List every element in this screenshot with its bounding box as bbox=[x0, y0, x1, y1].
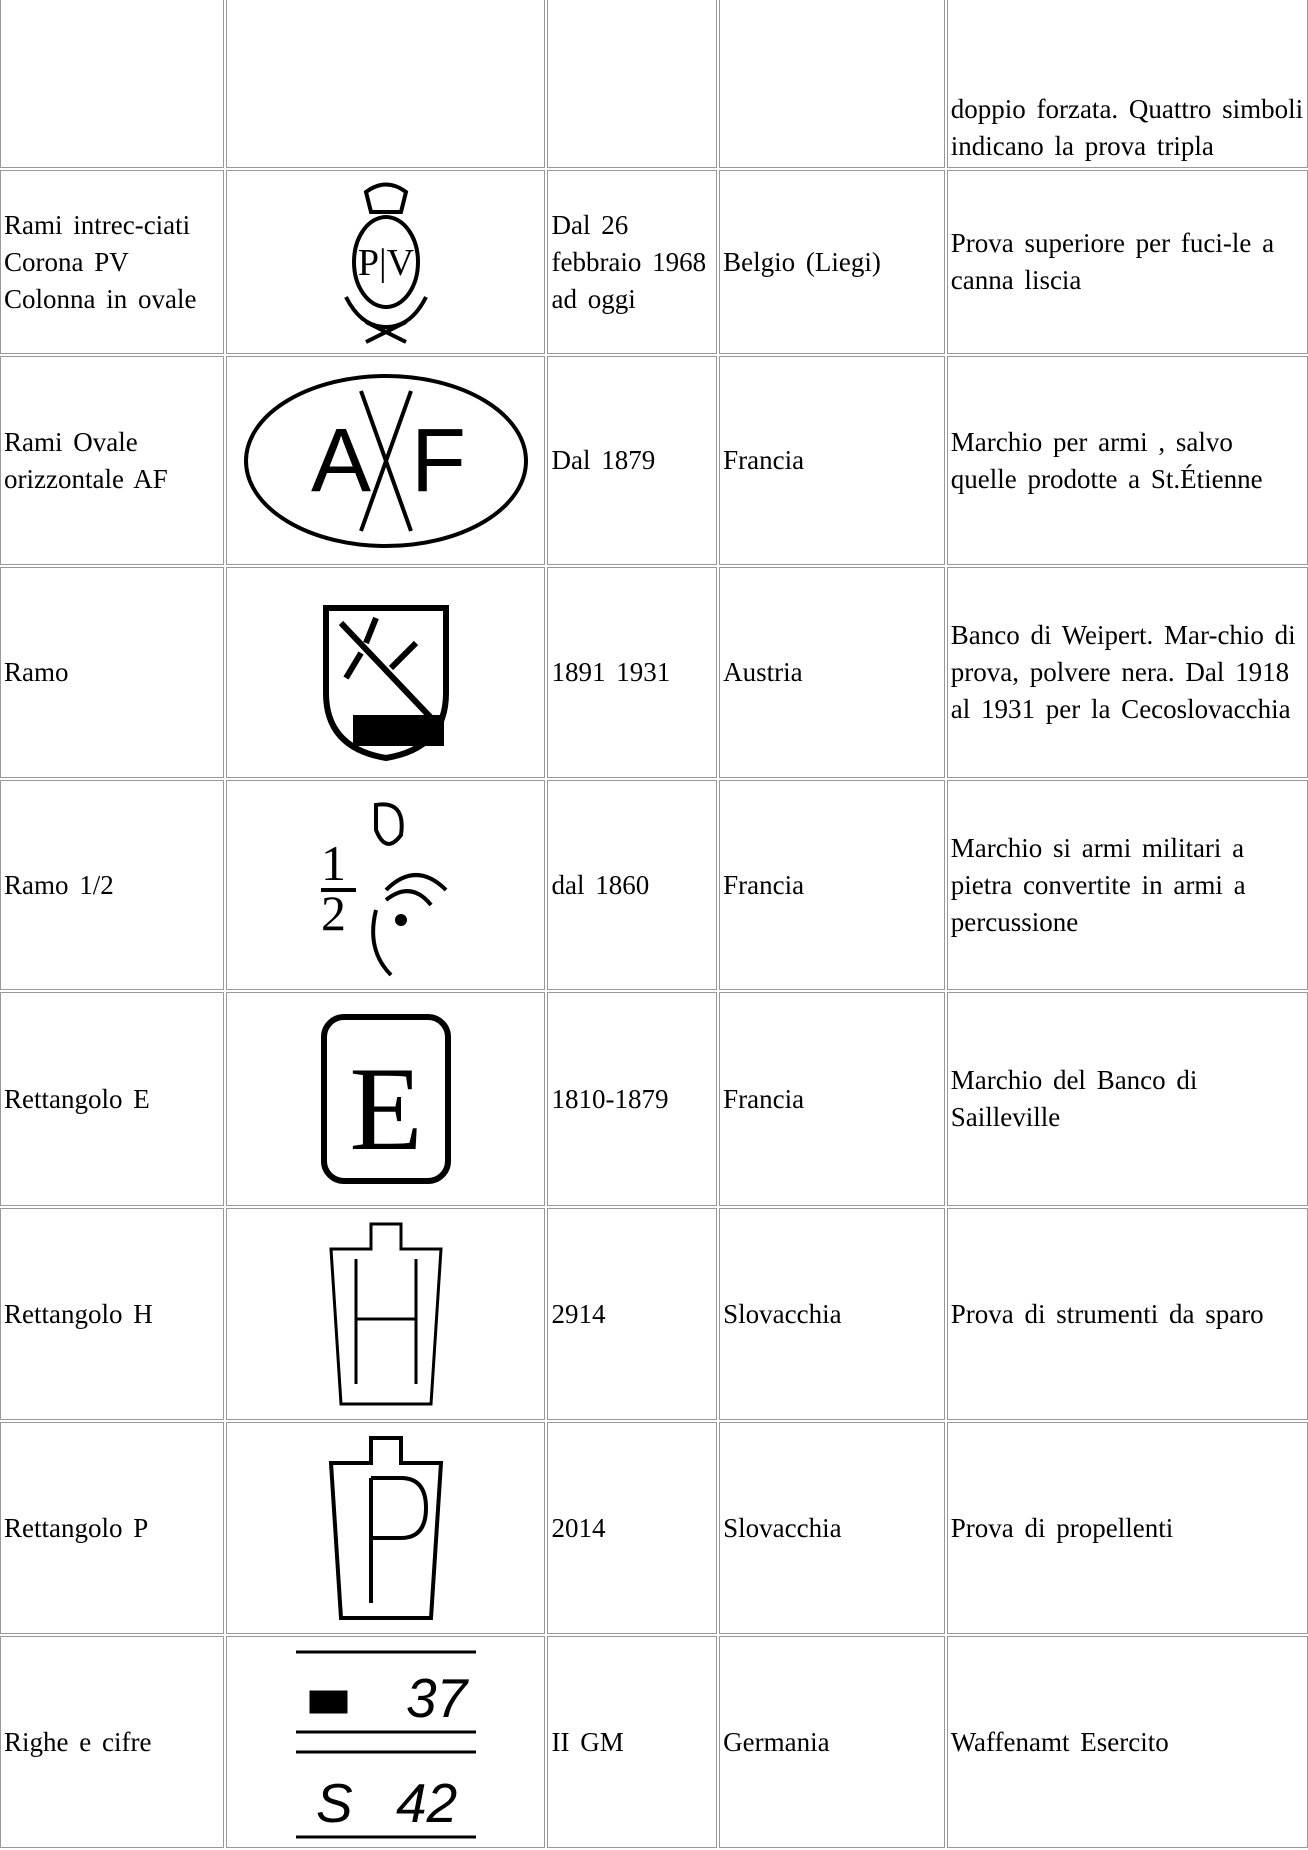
description: Prova superiore per fuci-le a canna lisc… bbox=[946, 170, 1308, 354]
country: Francia bbox=[719, 992, 945, 1206]
icon: E bbox=[320, 1014, 451, 1184]
description: Marchio per armi , salvo quelle prodotte… bbox=[946, 356, 1308, 565]
svg-text:A: A bbox=[311, 411, 371, 511]
mark-image: P|V bbox=[225, 170, 546, 354]
mark-image: E bbox=[225, 992, 546, 1206]
description: Waffenamt Esercito bbox=[946, 1636, 1308, 1848]
mark-image bbox=[225, 1208, 546, 1420]
country: Slovacchia bbox=[719, 1422, 945, 1634]
date: 2914 bbox=[547, 1208, 718, 1420]
description: Banco di Weipert. Mar-chio di prova, pol… bbox=[946, 567, 1308, 778]
name: Rami intrec-ciati Corona PV Colonna in o… bbox=[0, 170, 224, 354]
svg-text:42: 42 bbox=[396, 1772, 457, 1834]
name: Ramo 1/2 bbox=[0, 780, 224, 990]
description: doppio forzata. Quattro simboli indicano… bbox=[946, 0, 1308, 168]
date: dal 1860 bbox=[547, 780, 718, 990]
svg-text:2: 2 bbox=[321, 885, 346, 941]
date: 1891 1931 bbox=[547, 567, 718, 778]
row: Rettangolo H 2914 Slovacchia Prova di st… bbox=[0, 1208, 1308, 1420]
svg-text:E: E bbox=[349, 1042, 422, 1175]
country: Belgio (Liegi) bbox=[719, 170, 945, 354]
cell bbox=[547, 0, 718, 168]
svg-text:S: S bbox=[316, 1772, 353, 1834]
icon bbox=[328, 1222, 443, 1406]
name: Ramo bbox=[0, 567, 224, 778]
svg-text:F: F bbox=[411, 411, 466, 511]
row: Rami intrec-ciati Corona PV Colonna in o… bbox=[0, 170, 1308, 354]
date: 2014 bbox=[547, 1422, 718, 1634]
svg-text:1: 1 bbox=[321, 835, 346, 891]
cell bbox=[719, 0, 945, 168]
description: Marchio si armi militari a pietra conver… bbox=[946, 780, 1308, 990]
date: Dal 26 febbraio 1968 ad oggi bbox=[547, 170, 718, 354]
icon: 12 bbox=[320, 802, 447, 977]
svg-text:37: 37 bbox=[406, 1667, 470, 1729]
icon: 37 S 42 bbox=[295, 1650, 476, 1839]
date: 1810-1879 bbox=[547, 992, 718, 1206]
row: Ramo 1891 1931 Austria Banco di Weipert.… bbox=[0, 567, 1308, 778]
mark-image: 37 S 42 bbox=[225, 1636, 546, 1848]
country: Germania bbox=[719, 1636, 945, 1848]
date: II GM bbox=[547, 1636, 718, 1848]
country: Francia bbox=[719, 780, 945, 990]
icon: P|V bbox=[343, 182, 428, 344]
icon bbox=[322, 604, 449, 761]
country: Francia bbox=[719, 356, 945, 565]
name: Rettangolo H bbox=[0, 1208, 224, 1420]
cell bbox=[0, 0, 224, 168]
row: Righe e cifre 37 S 42 II GM Germania Waffe… bbox=[0, 1636, 1308, 1848]
country: Slovacchia bbox=[719, 1208, 945, 1420]
country: Austria bbox=[719, 567, 945, 778]
date: Dal 1879 bbox=[547, 356, 718, 565]
name: Rettangolo E bbox=[0, 992, 224, 1206]
cell bbox=[225, 0, 546, 168]
description: Prova di propellenti bbox=[946, 1422, 1308, 1634]
name: Rami Ovale orizzontale AF bbox=[0, 356, 224, 565]
mark-image bbox=[225, 567, 546, 778]
name: Rettangolo P bbox=[0, 1422, 224, 1634]
description: Prova di strumenti da sparo bbox=[946, 1208, 1308, 1420]
row: doppio forzata. Quattro simboli indicano… bbox=[0, 0, 1308, 168]
row: Rettangolo P 2014 Slovacchia Prova di pr… bbox=[0, 1422, 1308, 1634]
mark-image bbox=[225, 1422, 546, 1634]
icon bbox=[328, 1436, 443, 1620]
row: Rettangolo E E 1810-1879 Francia Marchio… bbox=[0, 992, 1308, 1206]
name: Righe e cifre bbox=[0, 1636, 224, 1848]
svg-text:P|V: P|V bbox=[357, 242, 414, 284]
description: Marchio del Banco di Sailleville bbox=[946, 992, 1308, 1206]
